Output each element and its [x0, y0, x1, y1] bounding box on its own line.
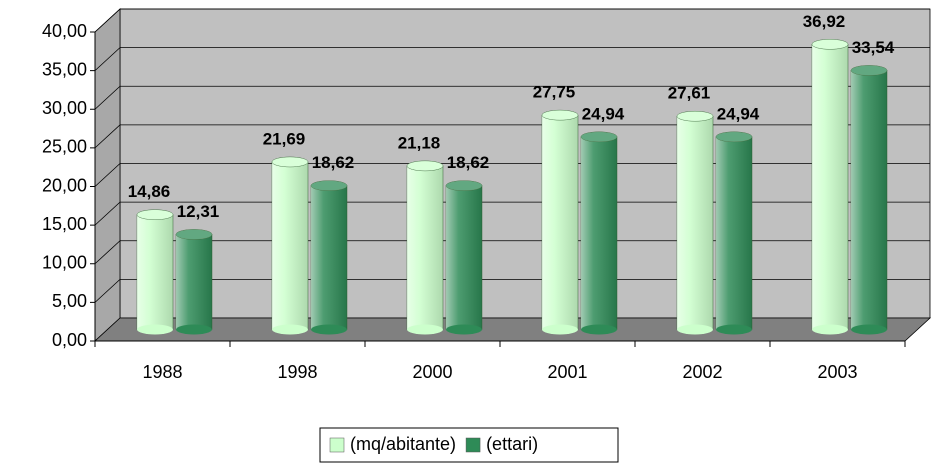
bar-top	[811, 39, 849, 50]
data-label: 33,54	[852, 38, 895, 57]
floor	[93, 317, 932, 342]
legend-label: (mq/abitante)	[350, 434, 456, 454]
bar-top	[406, 160, 444, 172]
bar-top-shade	[176, 229, 212, 240]
bar-base	[137, 324, 173, 335]
data-label: 24,94	[717, 104, 760, 123]
bar-base	[176, 324, 212, 335]
grid-line	[94, 163, 121, 187]
bar-base	[272, 324, 308, 335]
bar-shade	[851, 70, 887, 330]
x-tick-label: 1998	[277, 362, 317, 382]
bar-top-shade	[851, 65, 887, 76]
bar-top-shade	[542, 110, 578, 121]
grid-line	[94, 47, 121, 71]
bar-base	[446, 324, 482, 335]
bar-top	[310, 180, 348, 191]
bar-base	[677, 324, 713, 335]
data-label: 21,69	[263, 129, 306, 148]
legend-swatch	[465, 437, 481, 453]
y-tick-label: 35,00	[42, 59, 87, 79]
grid-line	[94, 8, 121, 33]
bar-base	[581, 324, 617, 335]
x-tick-label: 2000	[412, 362, 452, 382]
data-label: 18,62	[447, 153, 490, 172]
bar-top	[136, 209, 174, 220]
bar-top	[541, 109, 579, 121]
bar-top-shade	[716, 131, 752, 142]
y-tick-label: 10,00	[42, 253, 87, 273]
data-label: 12,31	[177, 202, 220, 221]
bar-top	[580, 131, 618, 143]
bar-shade	[176, 234, 212, 330]
bar-shade	[407, 165, 443, 330]
grid-line	[94, 279, 121, 303]
y-tick-label: 40,00	[42, 21, 87, 41]
data-label: 27,75	[533, 83, 576, 102]
legend-swatch	[329, 437, 345, 453]
bar-top-shade	[446, 180, 482, 191]
bar-shade	[581, 136, 617, 330]
data-label: 36,92	[803, 12, 846, 31]
legend-label: (ettari)	[486, 434, 538, 454]
bar-base	[851, 324, 887, 335]
legend-box	[319, 427, 619, 463]
bar-shade	[716, 136, 752, 330]
bar-shade	[812, 44, 848, 330]
bar-base	[311, 324, 347, 335]
grid-line	[94, 240, 121, 265]
bar-top-shade	[677, 111, 713, 122]
bar-top-shade	[137, 209, 173, 220]
y-tick-label: 5,00	[52, 291, 87, 311]
bar-shade	[137, 214, 173, 330]
x-tick-label: 2001	[547, 362, 587, 382]
y-tick-label: 0,00	[52, 330, 87, 350]
grid-line	[94, 85, 121, 110]
bar-shade	[677, 116, 713, 330]
grid-line	[94, 124, 121, 149]
bar-top-shade	[407, 160, 443, 171]
bar-base	[542, 324, 578, 335]
data-label: 27,61	[668, 84, 711, 103]
bar-base	[407, 324, 443, 335]
bar-top	[850, 65, 888, 76]
bar-top	[715, 131, 753, 143]
y-tick-label: 15,00	[42, 214, 87, 234]
data-label: 14,86	[128, 182, 171, 201]
bar-top	[175, 229, 213, 240]
data-label: 21,18	[398, 133, 441, 152]
bar-top-shade	[812, 39, 848, 50]
bar-top	[445, 180, 483, 191]
y-tick-label: 25,00	[42, 137, 87, 157]
x-tick-label: 2002	[682, 362, 722, 382]
bar-shade	[446, 185, 482, 330]
bar-top-shade	[272, 156, 308, 167]
x-tick-label: 1988	[142, 362, 182, 382]
bar-shade	[311, 185, 347, 330]
bar-base	[716, 324, 752, 335]
bar-top	[271, 156, 309, 168]
bar-base	[812, 324, 848, 335]
bar-shade	[272, 161, 308, 330]
y-tick-label: 30,00	[42, 98, 87, 118]
data-label: 24,94	[582, 104, 625, 123]
grid-line	[94, 201, 121, 226]
bar-top-shade	[311, 180, 347, 191]
bar-top-shade	[581, 131, 617, 142]
data-label: 18,62	[312, 153, 355, 172]
y-tick-label: 20,00	[42, 175, 87, 195]
bar-top	[676, 110, 714, 122]
bar-shade	[542, 115, 578, 330]
x-tick-label: 2003	[817, 362, 857, 382]
